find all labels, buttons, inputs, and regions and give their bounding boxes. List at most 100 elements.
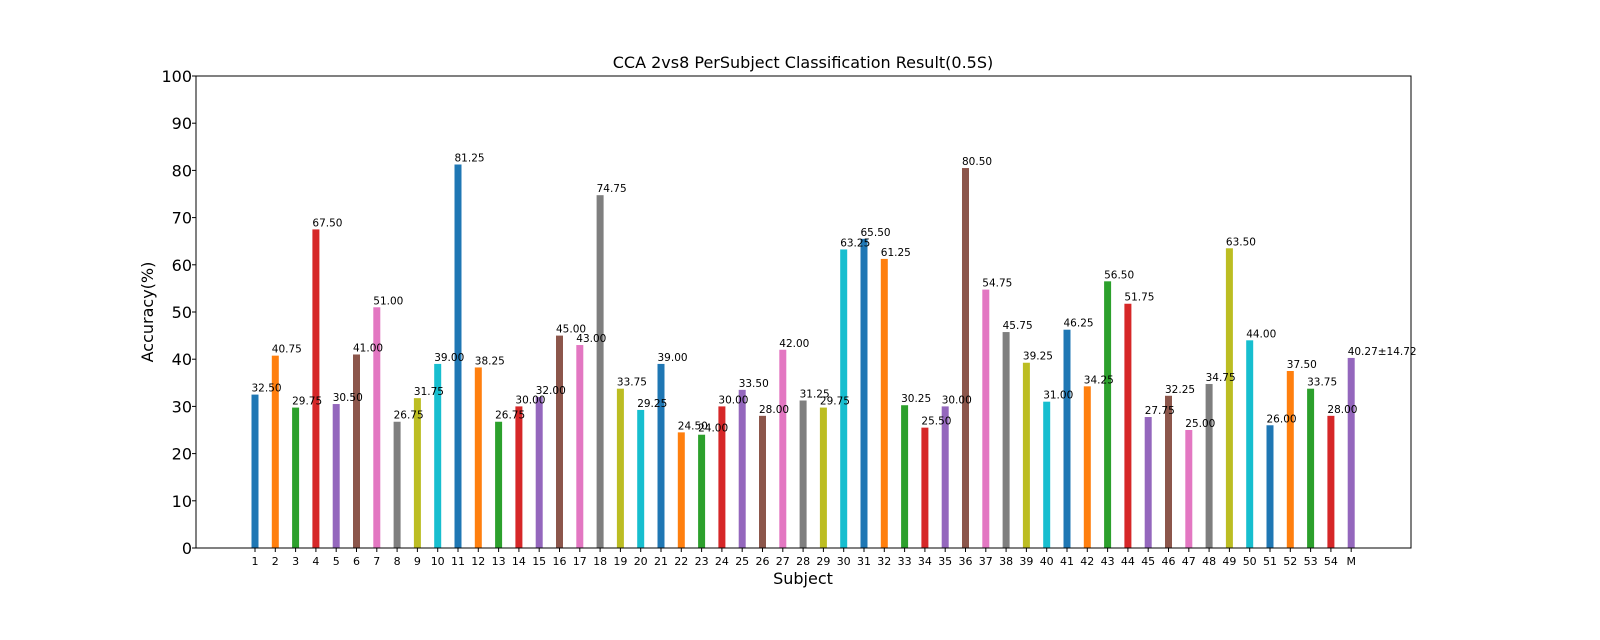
data-label-49: 63.50 [1226, 236, 1256, 248]
x-tick-label: 10 [431, 555, 445, 568]
x-tick-label: 3 [292, 555, 299, 568]
bar-9 [413, 398, 421, 548]
data-label-17: 43.00 [576, 333, 606, 345]
data-labels-group: 32.50 40.75 29.75 67.50 30.50 41.00 51.00 26.75… [252, 153, 1417, 435]
x-axis: 1 2 3 4 5 6 7 8 9 10 11 12 13 14 15 16 17 18 19 20 21 22 23 24 2… [252, 548, 1356, 568]
bar-8 [393, 421, 401, 548]
x-tick-label: 14 [512, 555, 526, 568]
bar-29 [819, 407, 827, 548]
data-label-25: 33.50 [739, 378, 769, 390]
data-label-3: 29.75 [292, 396, 322, 408]
data-label-52: 37.50 [1287, 359, 1317, 371]
bar-43 [1104, 281, 1112, 548]
x-tick-label: 4 [312, 555, 319, 568]
data-label-10: 39.00 [434, 352, 464, 364]
x-tick-label: 42 [1080, 555, 1094, 568]
x-tick-label: 27 [776, 555, 790, 568]
y-tick-label: 50 [172, 303, 192, 322]
bar-36 [962, 168, 969, 549]
bar-M [1347, 357, 1355, 548]
bar-35 [941, 406, 949, 548]
y-tick-label: 40 [172, 350, 192, 369]
x-tick-label: 13 [492, 555, 506, 568]
data-label-11: 81.25 [455, 153, 485, 165]
x-tick-label: 25 [735, 555, 749, 568]
chart-title: CCA 2vs8 PerSubject Classification Resul… [613, 53, 994, 72]
x-tick-label: 38 [999, 555, 1013, 568]
data-label-45: 27.75 [1145, 405, 1175, 417]
x-tick-label: 45 [1141, 555, 1155, 568]
data-label-28: 31.25 [800, 389, 830, 401]
data-label-50: 44.00 [1246, 328, 1276, 340]
data-label-21: 39.00 [658, 352, 688, 364]
data-label-51: 26.00 [1267, 413, 1297, 425]
data-label-1: 32.50 [252, 383, 282, 395]
y-tick-label: 100 [161, 67, 192, 86]
data-label-18: 74.75 [597, 183, 627, 195]
x-tick-label: 32 [877, 555, 891, 568]
bar-51 [1266, 425, 1274, 548]
bar-54 [1327, 415, 1335, 548]
data-label-14: 30.00 [515, 394, 545, 406]
bar-34 [921, 427, 929, 548]
bar-6 [353, 354, 360, 548]
bar-47 [1185, 430, 1193, 548]
x-tick-label: 26 [756, 555, 770, 568]
data-label-39: 39.25 [1023, 351, 1053, 363]
data-label-8: 26.75 [394, 410, 424, 422]
x-tick-label: 20 [634, 555, 648, 568]
x-tick-label: 39 [1019, 555, 1033, 568]
bar-19 [616, 388, 624, 548]
data-label-38: 45.75 [1003, 320, 1033, 332]
x-tick-label: 44 [1121, 555, 1135, 568]
bar-37 [982, 289, 990, 548]
data-label-19: 33.75 [617, 377, 647, 389]
x-tick-label: 43 [1101, 555, 1115, 568]
plot-frame [195, 75, 1412, 549]
data-label-31: 65.50 [861, 227, 891, 239]
bar-18 [596, 195, 604, 548]
data-label-4: 67.50 [312, 217, 342, 229]
bar-1 [251, 394, 259, 548]
bar-13 [495, 421, 503, 548]
y-axis: 0 10 20 30 40 50 60 70 80 90 100 [161, 67, 196, 558]
x-tick-label: 24 [715, 555, 729, 568]
x-tick-label: 19 [613, 555, 627, 568]
data-label-53: 33.75 [1307, 377, 1337, 389]
data-label-15: 32.00 [536, 385, 566, 397]
data-label-36: 80.50 [962, 156, 992, 168]
x-tick-label: 15 [532, 555, 546, 568]
bar-46 [1165, 395, 1172, 548]
bar-27 [779, 349, 787, 548]
bar-4 [312, 229, 320, 548]
data-label-54: 28.00 [1327, 404, 1357, 416]
data-label-22: 24.50 [678, 420, 708, 432]
data-label-48: 34.75 [1206, 372, 1236, 384]
bar-49 [1225, 248, 1233, 548]
bar-16 [556, 335, 563, 548]
x-tick-label: 7 [373, 555, 380, 568]
x-tick-label: 28 [796, 555, 810, 568]
bar-5 [332, 404, 340, 548]
x-axis-label: Subject [773, 569, 833, 588]
x-tick-label: 17 [573, 555, 587, 568]
x-tick-label: 48 [1202, 555, 1216, 568]
x-tick-label: 2 [272, 555, 279, 568]
data-label-27: 42.00 [779, 338, 809, 350]
bar-32 [880, 258, 888, 548]
x-tick-label: 5 [333, 555, 340, 568]
bar-44 [1124, 303, 1132, 548]
data-label-37: 54.75 [982, 278, 1012, 290]
x-tick-label: 11 [451, 555, 465, 568]
data-label-7: 51.00 [373, 295, 403, 307]
data-label-M: 40.27±14.72 [1348, 346, 1417, 358]
bar-31 [860, 238, 868, 548]
data-label-34: 25.50 [921, 416, 951, 428]
x-tick-label: 51 [1263, 555, 1277, 568]
x-tick-label: 36 [959, 555, 973, 568]
x-tick-label: 8 [394, 555, 401, 568]
bar-25 [738, 389, 746, 548]
data-label-16: 45.00 [556, 324, 586, 336]
data-label-23: 24.00 [698, 423, 728, 435]
